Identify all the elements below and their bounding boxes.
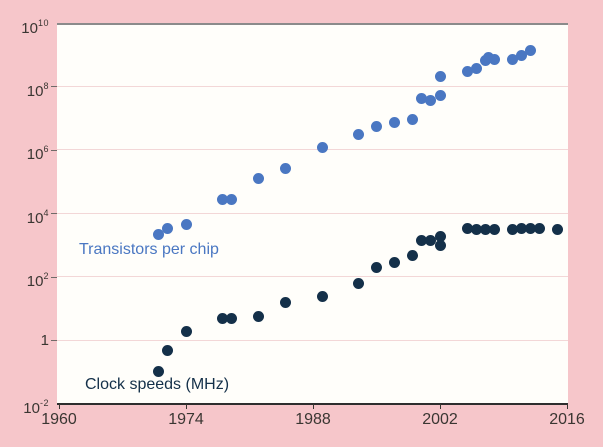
data-point-transistors — [316, 142, 328, 154]
x-tick-mark — [439, 404, 441, 409]
data-point-transistors — [389, 117, 401, 129]
data-point-clock-speed — [488, 224, 500, 236]
gridline — [57, 212, 568, 214]
data-point-transistors — [225, 193, 237, 205]
gridline — [57, 276, 568, 278]
data-point-clock-speed — [153, 366, 165, 377]
data-point-transistors — [407, 113, 419, 125]
data-point-clock-speed — [216, 313, 228, 325]
y-axis-tick-label: 108 — [26, 80, 49, 100]
data-point-clock-speed — [407, 249, 419, 261]
x-tick-mark — [185, 404, 187, 409]
data-point-clock-speed — [434, 240, 446, 252]
y-tick-mark — [51, 86, 57, 88]
data-point-transistors — [216, 193, 228, 205]
data-point-clock-speed — [534, 222, 546, 234]
data-point-transistors — [525, 45, 537, 57]
x-axis-tick-label: 2002 — [422, 411, 458, 428]
gridline — [57, 339, 568, 341]
data-point-clock-speed — [470, 223, 482, 235]
y-tick-mark — [51, 276, 57, 278]
data-point-clock-speed — [461, 222, 473, 234]
data-point-clock-speed — [253, 310, 265, 322]
x-tick-mark — [312, 404, 314, 409]
data-point-transistors — [507, 53, 519, 65]
data-point-clock-speed — [280, 297, 292, 309]
data-point-clock-speed — [416, 234, 428, 246]
data-point-transistors — [425, 94, 437, 106]
data-point-clock-speed — [552, 223, 564, 235]
data-point-transistors — [488, 54, 500, 66]
series-label-clock-speeds: Clock speeds (MHz) — [85, 376, 230, 393]
data-point-transistors — [416, 93, 428, 105]
data-point-transistors — [434, 70, 446, 82]
gridline — [57, 149, 568, 151]
y-axis-tick-label: 104 — [26, 207, 49, 227]
x-axis-tick-label: 1960 — [41, 411, 77, 428]
data-point-clock-speed — [479, 223, 491, 235]
series-label-transistors-per-chip: Transistors per chip — [79, 241, 219, 258]
data-point-transistors — [162, 222, 174, 234]
data-point-clock-speed — [389, 256, 401, 268]
x-axis-tick-label: 1988 — [295, 411, 331, 428]
data-point-transistors — [516, 49, 528, 61]
data-point-clock-speed — [434, 230, 446, 242]
data-point-transistors — [434, 89, 446, 101]
x-tick-mark — [566, 404, 568, 409]
y-axis-tick-label: 1 — [40, 331, 49, 349]
data-point-transistors — [371, 121, 382, 133]
y-tick-mark — [51, 340, 57, 342]
y-tick-mark — [51, 149, 57, 151]
x-axis-tick-label: 2016 — [549, 411, 585, 428]
y-axis-tick-label: 102 — [26, 271, 49, 291]
data-point-clock-speed — [525, 223, 537, 235]
data-point-clock-speed — [352, 277, 364, 289]
data-point-transistors — [180, 219, 192, 231]
y-tick-mark — [51, 213, 57, 215]
data-point-clock-speed — [507, 223, 519, 235]
data-point-clock-speed — [316, 290, 328, 302]
gridline — [57, 85, 568, 87]
data-point-clock-speed — [516, 223, 528, 235]
data-point-clock-speed — [371, 262, 382, 274]
x-axis-tick-label: 1974 — [168, 411, 204, 428]
data-point-clock-speed — [162, 344, 174, 356]
x-tick-mark — [58, 404, 60, 409]
data-point-transistors — [153, 228, 165, 240]
gridline — [57, 22, 568, 25]
data-point-transistors — [470, 63, 482, 75]
data-point-transistors — [461, 66, 473, 78]
data-point-clock-speed — [180, 325, 192, 337]
data-point-transistors — [253, 173, 265, 185]
y-axis-tick-label: 10-2 — [23, 398, 49, 418]
data-point-clock-speed — [425, 235, 437, 247]
y-axis-tick-label: 1010 — [21, 17, 49, 37]
data-point-clock-speed — [225, 313, 237, 325]
y-axis-tick-label: 106 — [26, 144, 49, 164]
data-point-transistors — [352, 129, 364, 141]
data-point-transistors — [280, 162, 292, 174]
